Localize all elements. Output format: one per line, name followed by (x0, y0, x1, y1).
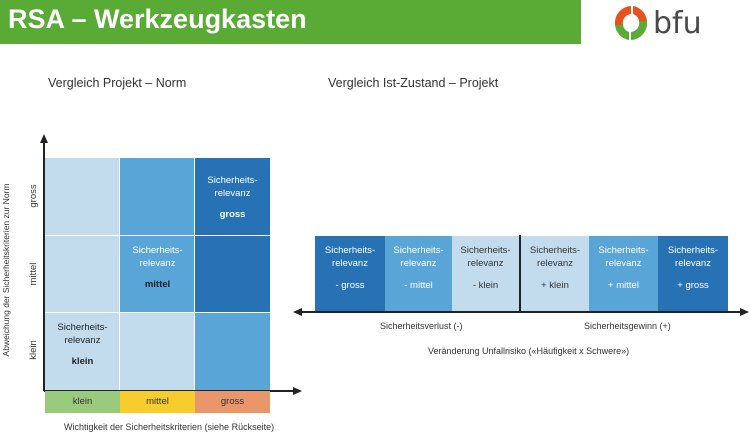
matrix-cell-gross-gross: Sicherheits- relevanz gross (195, 158, 270, 236)
y-level-klein: klein (28, 340, 39, 360)
zero-separator (519, 235, 521, 311)
cell-text-line1: Sicherheits- (460, 245, 511, 256)
cell-text-line1: Sicherheits- (324, 245, 376, 256)
change-axis-caption: Veränderung Unfallrisiko («Häufigkeit x … (428, 346, 630, 356)
cell-level-label: gross (219, 209, 246, 220)
change-axis-right-arrowhead (740, 308, 749, 316)
gain-label: Sicherheitsgewinn (+) (584, 321, 671, 331)
change-cell-minus-mittel: Sicherheits- relevanz - mittel (385, 236, 452, 311)
y-axis-arrowhead (40, 134, 48, 143)
grid-line (194, 158, 195, 390)
cell-change-label: - klein (472, 280, 499, 291)
x-level-mittel: mittel (120, 391, 195, 413)
cell-text-line2: relevanz (214, 188, 251, 199)
cell-text-line1: Sicherheits- (57, 322, 108, 333)
cell-level-label: klein (71, 356, 94, 367)
cell-text-line2: relevanz (605, 258, 642, 269)
grid-line (45, 235, 270, 236)
matrix-cell-klein-mittel (120, 313, 195, 390)
cell-change-label: + gross (677, 280, 709, 291)
matrix-cell-klein-gross (195, 313, 270, 390)
y-level-gross: gross (28, 184, 39, 208)
right-section-title: Vergleich Ist-Zustand – Projekt (328, 76, 499, 90)
cell-text-line1: Sicherheits- (207, 175, 258, 186)
cell-change-label: + mittel (608, 280, 639, 291)
x-axis-arrowhead (293, 387, 302, 395)
x-level-gross: gross (195, 391, 270, 413)
y-level-mittel: mittel (28, 262, 39, 286)
x-level-klein: klein (45, 391, 120, 413)
cell-text-line2: relevanz (537, 258, 573, 269)
change-cell-plus-gross: Sicherheits- relevanz + gross (658, 236, 728, 311)
cell-text-line2: relevanz (332, 258, 368, 269)
page-title: RSA – Werkzeugkasten (8, 4, 307, 34)
loss-label: Sicherheitsverlust (-) (380, 321, 463, 331)
change-axis-left-arrowhead (293, 308, 302, 316)
matrix-cell-mittel-mittel: Sicherheits- relevanz mittel (120, 236, 195, 313)
cell-change-label: - gross (335, 280, 365, 291)
bfu-logo-text: bfu (653, 6, 702, 41)
bfu-logo: bfu (611, 2, 741, 44)
bfu-logo-mark-icon (614, 6, 648, 40)
left-section-title: Vergleich Projekt – Norm (48, 76, 187, 90)
matrix-cell-gross-mittel (120, 158, 195, 236)
cell-change-label: - mittel (404, 280, 433, 291)
cell-level-label: mittel (144, 279, 171, 290)
change-cell-plus-klein: Sicherheits- relevanz + klein (521, 236, 589, 311)
cell-text-line1: Sicherheits- (598, 245, 649, 256)
cell-text-line1: Sicherheits- (667, 245, 719, 256)
change-cell-minus-gross: Sicherheits- relevanz - gross (315, 236, 385, 311)
cell-text-line2: relevanz (139, 258, 176, 269)
change-cell-minus-klein: Sicherheits- relevanz - klein (452, 236, 519, 311)
cell-text-line2: relevanz (400, 258, 437, 269)
cell-text-line1: Sicherheits- (393, 245, 444, 256)
cell-text-line1: Sicherheits- (529, 245, 581, 256)
matrix-cell-mittel-klein (45, 236, 120, 313)
matrix-cell-klein-klein: Sicherheits- relevanz klein (45, 313, 120, 390)
cell-text-line2: relevanz (64, 335, 101, 346)
cell-text-line2: relevanz (675, 258, 711, 269)
header-bar: RSA – Werkzeugkasten (0, 0, 581, 44)
cell-text-line2: relevanz (467, 258, 504, 269)
grid-line (119, 158, 120, 390)
cell-text-line1: Sicherheits- (132, 245, 183, 256)
y-axis-caption: Abweichung der Sicherheitskriterien zur … (1, 183, 11, 357)
grid-line (45, 312, 270, 313)
matrix-cell-gross-klein (45, 158, 120, 236)
x-axis-caption: Wichtigkeit der Sicherheitskriterien (si… (64, 422, 275, 432)
matrix-cell-mittel-gross (195, 236, 270, 313)
cell-change-label: + klein (541, 280, 569, 291)
change-cell-plus-mittel: Sicherheits- relevanz + mittel (589, 236, 658, 311)
